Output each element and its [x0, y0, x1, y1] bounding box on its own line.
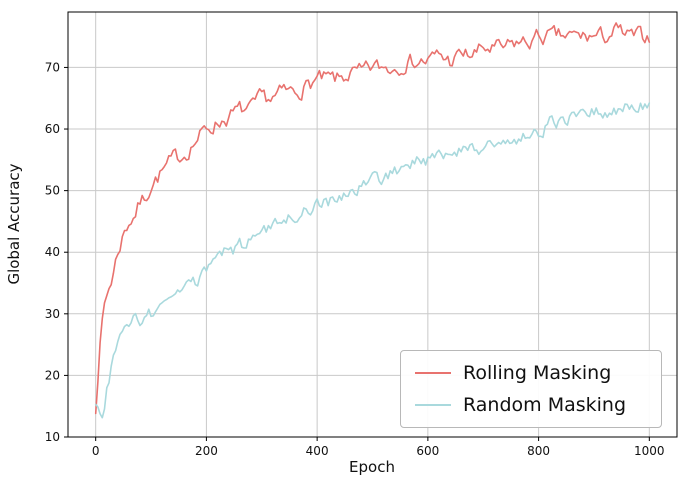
svg-text:0: 0: [92, 444, 100, 458]
svg-text:600: 600: [416, 444, 439, 458]
svg-text:70: 70: [45, 60, 60, 74]
svg-text:200: 200: [195, 444, 218, 458]
svg-text:800: 800: [527, 444, 550, 458]
legend-line-rolling-masking: [415, 372, 451, 374]
svg-text:40: 40: [45, 245, 60, 259]
svg-text:1000: 1000: [634, 444, 665, 458]
legend-label-rolling-masking: Rolling Masking: [463, 362, 612, 384]
svg-text:60: 60: [45, 122, 60, 136]
x-axis-label: Epoch: [349, 458, 395, 476]
legend-label-random-masking: Random Masking: [463, 394, 627, 416]
y-axis-label: Global Accuracy: [5, 163, 23, 285]
legend-item-rolling: Rolling Masking: [415, 362, 647, 384]
svg-text:30: 30: [45, 307, 60, 321]
svg-text:400: 400: [306, 444, 329, 458]
svg-text:50: 50: [45, 184, 60, 198]
legend: Rolling Masking Random Masking: [400, 350, 662, 428]
legend-item-random: Random Masking: [415, 394, 647, 416]
svg-text:20: 20: [45, 368, 60, 382]
svg-text:10: 10: [45, 430, 60, 444]
legend-line-random-masking: [415, 404, 451, 406]
